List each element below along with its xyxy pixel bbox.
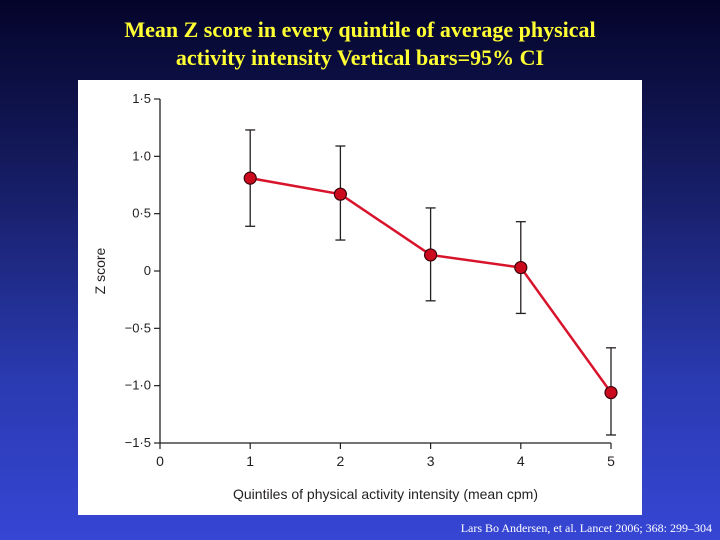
- x-tick-label: 5: [607, 453, 615, 469]
- data-point: [604, 385, 618, 400]
- data-point: [424, 248, 438, 262]
- data-point: [243, 171, 257, 185]
- data-point: [333, 187, 347, 201]
- data-point: [514, 260, 528, 275]
- y-tick-label: −1·0: [125, 378, 151, 393]
- chart-panel: 1·5 1·0 0·5 0 −0·5 −1·0 −1·5 0 1 2 3 4 5 Quintiles of…: [78, 80, 642, 515]
- y-tick-label: 1·5: [132, 91, 151, 106]
- x-tick-label: 2: [337, 453, 345, 469]
- x-tick-label: 3: [427, 453, 435, 469]
- y-tick-label: 0: [144, 263, 151, 278]
- y-tick-label: −0·5: [125, 320, 151, 335]
- x-tick-label: 1: [246, 453, 254, 469]
- y-tick-label: −1·5: [125, 435, 151, 450]
- y-axis-title: Z score: [92, 247, 108, 294]
- citation: Lars Bo Andersen, et al. Lancet 2006; 36…: [460, 521, 712, 535]
- slide-title-line-2: activity intensity Vertical bars=95% CI: [175, 45, 545, 70]
- x-tick-label: 4: [517, 453, 525, 469]
- y-tick-label: 1·0: [132, 148, 151, 163]
- x-tick-label: 0: [156, 453, 164, 469]
- y-tick-label: 0·5: [132, 206, 151, 221]
- z-score-chart: 1·5 1·0 0·5 0 −0·5 −1·0 −1·5 0 1 2 3 4 5 Quintiles of…: [92, 91, 618, 502]
- x-axis-title: Quintiles of physical activity intensity…: [233, 486, 538, 502]
- slide-title: Mean Z score in every quintile of averag…: [0, 16, 720, 72]
- slide-title-line-1: Mean Z score in every quintile of averag…: [124, 17, 596, 42]
